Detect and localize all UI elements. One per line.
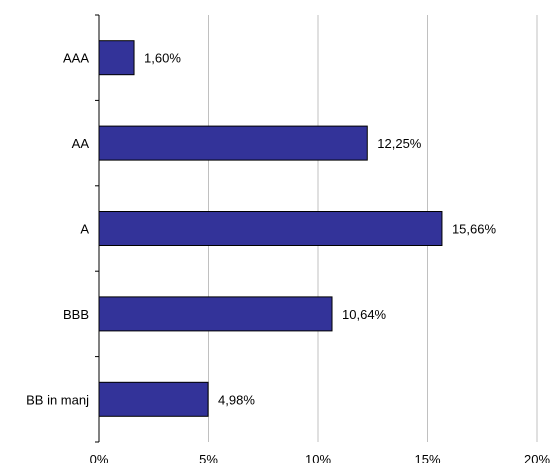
- x-tick-label-3: 15%: [414, 452, 440, 463]
- bar-3: [98, 296, 333, 332]
- category-label-4: BB in manj: [26, 392, 89, 407]
- x-tick-labels: 0% 5% 10% 15% 20%: [90, 452, 551, 463]
- bar-1: [98, 125, 368, 161]
- category-label-0: AAA: [63, 51, 89, 66]
- category-label-2: A: [80, 222, 89, 237]
- bar-2: [98, 211, 443, 246]
- category-label-1: AA: [72, 136, 90, 151]
- data-label-4: 4,98%: [218, 392, 255, 407]
- axes: [95, 14, 100, 443]
- x-tick-label-2: 10%: [305, 452, 331, 463]
- data-label-3: 10,64%: [342, 307, 387, 322]
- x-tick-label-0: 0%: [90, 452, 109, 463]
- data-labels: 1,60% 12,25% 15,66% 10,64% 4,98%: [144, 51, 496, 408]
- data-label-1: 12,25%: [377, 136, 422, 151]
- category-label-3: BBB: [63, 307, 89, 322]
- x-tick-label-4: 20%: [524, 452, 550, 463]
- x-tick-label-1: 5%: [199, 452, 218, 463]
- bar-0: [98, 40, 135, 76]
- data-label-2: 15,66%: [452, 222, 497, 237]
- bar-4: [98, 381, 209, 417]
- bars: [98, 40, 443, 417]
- data-label-0: 1,60%: [144, 51, 181, 66]
